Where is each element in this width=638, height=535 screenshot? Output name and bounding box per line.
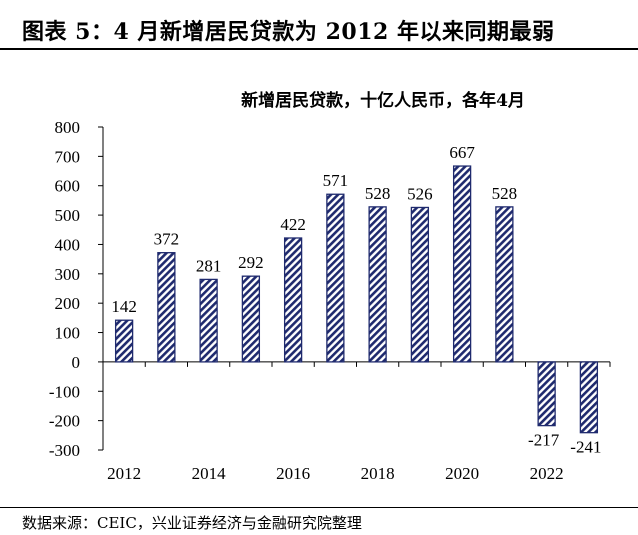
bar (199, 278, 218, 363)
y-tick-label: 500 (55, 206, 81, 225)
figure-header: 图表 5：4 月新增居民贷款为 2012 年以来同期最弱 (0, 0, 638, 50)
x-tick-label: 2018 (361, 464, 395, 483)
y-tick-label: -200 (49, 412, 80, 431)
data-label: -241 (570, 438, 601, 457)
figure-title: 图表 5：4 月新增居民贷款为 2012 年以来同期最弱 (22, 19, 555, 45)
bar (452, 165, 472, 363)
chart-title: 新增居民贷款，十亿人民币，各年4月 (241, 90, 525, 111)
data-label: 281 (196, 256, 222, 275)
header-divider (0, 48, 638, 50)
data-label: 372 (154, 230, 180, 249)
bar (579, 361, 599, 434)
data-label: 571 (323, 171, 349, 190)
data-label: 292 (238, 253, 264, 272)
y-tick-label: 0 (72, 353, 81, 372)
y-tick-label: 600 (55, 177, 81, 196)
bar (283, 237, 303, 363)
bar (114, 319, 134, 363)
y-tick-label: 300 (55, 265, 81, 284)
x-tick-label: 2014 (192, 464, 227, 483)
bar (241, 275, 261, 363)
chart-data-labels: 142 372 281 292 422 571 528 526 667 528 -217 -241 (111, 143, 601, 457)
bar (537, 361, 556, 427)
data-label: 528 (492, 184, 518, 203)
y-tick-label: 800 (55, 118, 81, 137)
chart-axes: -300 -200 -100 0 100 200 300 400 500 600 700 800 201… (49, 118, 611, 483)
data-label: 667 (449, 143, 475, 162)
x-tick-label: 2016 (276, 464, 310, 483)
y-tick-label: -300 (49, 441, 80, 460)
bar (326, 193, 345, 363)
bar-chart: 新增居民贷款，十亿人民币，各年4月 -300 -200 -100 0 100 200 300… (49, 90, 611, 483)
y-tick-label: -100 (49, 382, 80, 401)
data-label: 528 (365, 184, 391, 203)
source-note: 数据来源：CEIC，兴业证券经济与金融研究院整理 (22, 514, 362, 532)
y-tick-label: 400 (55, 235, 81, 254)
bar (157, 252, 176, 363)
y-tick-label: 700 (55, 147, 81, 166)
x-tick-label: 2022 (530, 464, 564, 483)
data-label: 142 (111, 297, 137, 316)
x-tick-label: 2012 (107, 464, 141, 483)
bar (410, 206, 430, 363)
data-label: 526 (407, 184, 433, 203)
data-label: 422 (280, 215, 306, 234)
chart-bars (114, 165, 599, 434)
bar (368, 206, 387, 363)
footer-divider (0, 507, 638, 508)
y-tick-label: 100 (55, 324, 81, 343)
bar (495, 206, 514, 363)
x-tick-label: 2020 (445, 464, 479, 483)
data-label: -217 (528, 431, 560, 450)
y-tick-label: 200 (55, 294, 81, 313)
